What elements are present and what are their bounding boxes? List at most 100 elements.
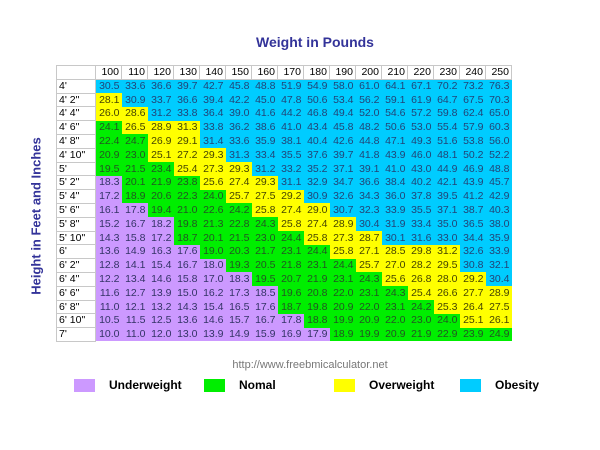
bmi-cell: 29.1 [173,134,200,149]
bmi-cell: 29.2 [459,272,486,287]
bmi-cell: 18.5 [251,286,278,301]
bmi-cell: 25.8 [329,244,356,259]
bmi-cell: 65.0 [485,106,512,121]
bmi-cell: 31.3 [173,120,200,135]
bmi-cell: 19.9 [355,327,382,342]
bmi-cell: 31.1 [277,175,304,190]
height-row-label: 4' 2" [56,92,96,108]
bmi-cell: 12.2 [95,272,122,287]
bmi-cell: 17.2 [95,189,122,204]
bmi-cell: 22.0 [381,313,408,328]
table-row: 6' 10" 10.5 11.5 12.5 13.6 14.6 15.7 16.7 17.8 18… [56,313,512,329]
bmi-cell: 26.9 [147,134,174,149]
source-url[interactable]: http://www.freebmicalculator.net [232,359,388,371]
bmi-cell: 19.4 [147,203,174,218]
bmi-cell: 25.7 [225,189,252,204]
bmi-cell: 16.3 [147,244,174,259]
bmi-cell: 23.0 [251,231,278,245]
bmi-cell: 53.0 [407,120,434,135]
bmi-cell: 30.4 [355,217,382,232]
legend-item-obesity: Obesity [460,378,539,392]
bmi-cell: 48.8 [485,162,512,176]
bmi-cell: 45.8 [329,120,356,135]
bmi-cell: 14.3 [95,231,122,245]
bmi-cell: 49.4 [329,106,356,121]
bmi-cell: 33.8 [173,106,200,121]
table-row: 5' 19.5 21.5 23.4 25.4 27.3 29.3 31.2 33.2 35.2 37… [56,161,512,177]
bmi-cell: 13.6 [95,244,122,259]
bmi-cell: 42.7 [199,79,226,94]
height-row-label: 6' 4" [56,271,96,287]
bmi-cell: 39.0 [225,106,252,121]
bmi-cell: 27.4 [303,217,330,232]
bmi-cell: 39.1 [355,162,382,176]
bmi-cell: 14.9 [225,327,252,342]
table-row: 4' 8" 22.4 24.7 26.9 29.1 31.4 33.6 35.9 38.1 40.… [56,133,512,149]
bmi-cell: 33.7 [147,93,174,107]
bmi-cell: 40.3 [485,203,512,218]
bmi-cell: 37.1 [433,203,460,218]
legend-label: Overweight [369,378,435,392]
bmi-cell: 35.9 [485,231,512,245]
bmi-cell: 27.5 [485,300,512,314]
bmi-cell: 23.0 [121,148,148,163]
bmi-cell: 35.5 [277,148,304,163]
bmi-cell: 27.4 [277,203,304,218]
weight-header-row: 100 110 120 130 140 150 160 170 180 190 200 210 220 2… [56,65,512,80]
bmi-cell: 29.3 [225,162,252,176]
weight-column-header: 140 [199,65,226,80]
bmi-cell: 14.1 [121,258,148,273]
bmi-cell: 28.5 [381,244,408,259]
bmi-cell: 13.6 [173,313,200,328]
bmi-cell: 36.5 [459,217,486,232]
bmi-cell: 33.0 [433,231,460,245]
bmi-cell: 55.4 [433,120,460,135]
table-row: 6' 6" 11.6 12.7 13.9 15.0 16.2 17.3 18.5 19.6 20.… [56,285,512,301]
bmi-cell: 22.8 [225,217,252,232]
bmi-cell: 56.0 [485,134,512,149]
bmi-cell: 17.2 [147,231,174,245]
table-row: 4' 10" 20.9 23.0 25.1 27.2 29.3 31.3 33.4 35.5 37… [56,147,512,163]
bmi-cell: 26.0 [95,106,122,121]
bmi-cell: 24.3 [355,272,382,287]
bmi-cell: 40.4 [303,134,330,149]
legend-item-normal: Nomal [204,378,276,392]
bmi-cell: 42.9 [485,189,512,204]
bmi-cell: 15.9 [251,327,278,342]
bmi-cell: 25.6 [381,272,408,287]
bmi-cell: 24.0 [199,189,226,204]
bmi-cell: 26.4 [459,300,486,314]
weight-column-header: 240 [459,65,486,80]
bmi-cell: 50.6 [303,93,330,107]
bmi-cell: 20.8 [303,286,330,301]
bmi-table-body: 4' 30.5 33.6 36.6 39.7 42.7 45.8 48.8 51.9 54.9 58… [56,78,512,342]
bmi-cell: 35.9 [251,134,278,149]
bmi-cell: 27.1 [355,244,382,259]
bmi-cell: 59.1 [381,93,408,107]
bmi-cell: 19.5 [95,162,122,176]
bmi-cell: 18.0 [199,258,226,273]
bmi-cell: 27.2 [173,148,200,163]
bmi-cell: 33.4 [407,217,434,232]
weight-column-header: 180 [303,65,330,80]
bmi-cell: 34.4 [459,231,486,245]
bmi-cell: 35.5 [407,203,434,218]
bmi-cell: 40.2 [407,175,434,190]
bmi-cell: 12.0 [147,327,174,342]
bmi-cell: 41.8 [355,148,382,163]
bmi-cell: 10.5 [95,313,122,328]
bmi-cell: 36.4 [199,106,226,121]
bmi-cell: 22.6 [199,203,226,218]
obesity-swatch-icon [460,378,481,392]
height-row-label: 4' 10" [56,147,96,163]
bmi-cell: 23.1 [277,244,304,259]
bmi-cell: 11.5 [121,313,148,328]
bmi-cell: 20.7 [277,272,304,287]
bmi-cell: 15.8 [173,272,200,287]
bmi-cell: 31.9 [381,217,408,232]
weight-column-header: 210 [381,65,408,80]
bmi-cell: 61.0 [355,79,382,94]
bmi-cell: 30.8 [459,258,486,273]
bmi-cell: 18.8 [303,313,330,328]
height-row-label: 5' 6" [56,202,96,218]
